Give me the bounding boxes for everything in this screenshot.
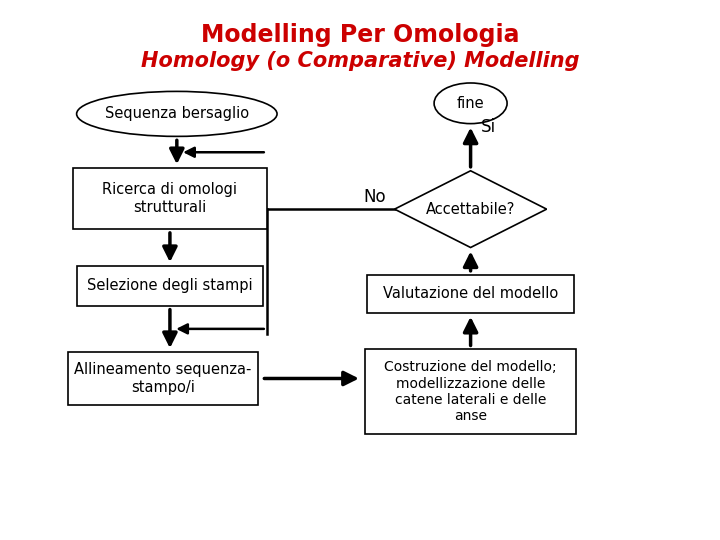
Polygon shape [395, 171, 546, 247]
Text: Homology (o Comparative) Modelling: Homology (o Comparative) Modelling [140, 51, 580, 71]
Ellipse shape [76, 91, 277, 137]
Ellipse shape [434, 83, 507, 124]
Text: Ricerca di omologi
strutturali: Ricerca di omologi strutturali [102, 183, 238, 215]
Text: Modelling Per Omologia: Modelling Per Omologia [201, 23, 519, 46]
Text: Allineamento sequenza-
stampo/i: Allineamento sequenza- stampo/i [74, 362, 252, 395]
FancyBboxPatch shape [367, 275, 575, 313]
Text: fine: fine [456, 96, 485, 111]
FancyBboxPatch shape [73, 168, 266, 229]
Text: Si: Si [481, 118, 496, 136]
FancyBboxPatch shape [76, 266, 264, 306]
Text: Valutazione del modello: Valutazione del modello [383, 286, 558, 301]
Text: No: No [364, 188, 386, 206]
Text: Selezione degli stampi: Selezione degli stampi [87, 279, 253, 293]
Text: Sequenza bersaglio: Sequenza bersaglio [105, 106, 249, 122]
FancyBboxPatch shape [68, 352, 258, 405]
Text: Costruzione del modello;
modellizzazione delle
catene laterali e delle
anse: Costruzione del modello; modellizzazione… [384, 360, 557, 423]
Text: Accettabile?: Accettabile? [426, 201, 516, 217]
FancyBboxPatch shape [365, 349, 576, 434]
